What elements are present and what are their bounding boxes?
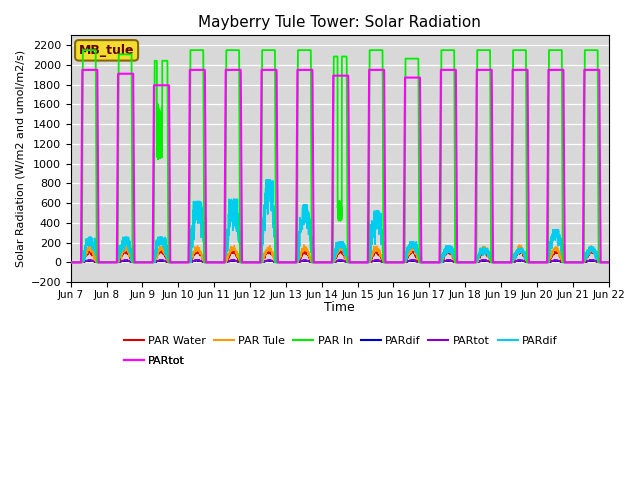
Text: MB_tule: MB_tule	[79, 44, 134, 57]
Legend: PARtot: PARtot	[120, 351, 189, 371]
X-axis label: Time: Time	[324, 301, 355, 314]
Title: Mayberry Tule Tower: Solar Radiation: Mayberry Tule Tower: Solar Radiation	[198, 15, 481, 30]
Y-axis label: Solar Radiation (W/m2 and umol/m2/s): Solar Radiation (W/m2 and umol/m2/s)	[15, 50, 25, 267]
